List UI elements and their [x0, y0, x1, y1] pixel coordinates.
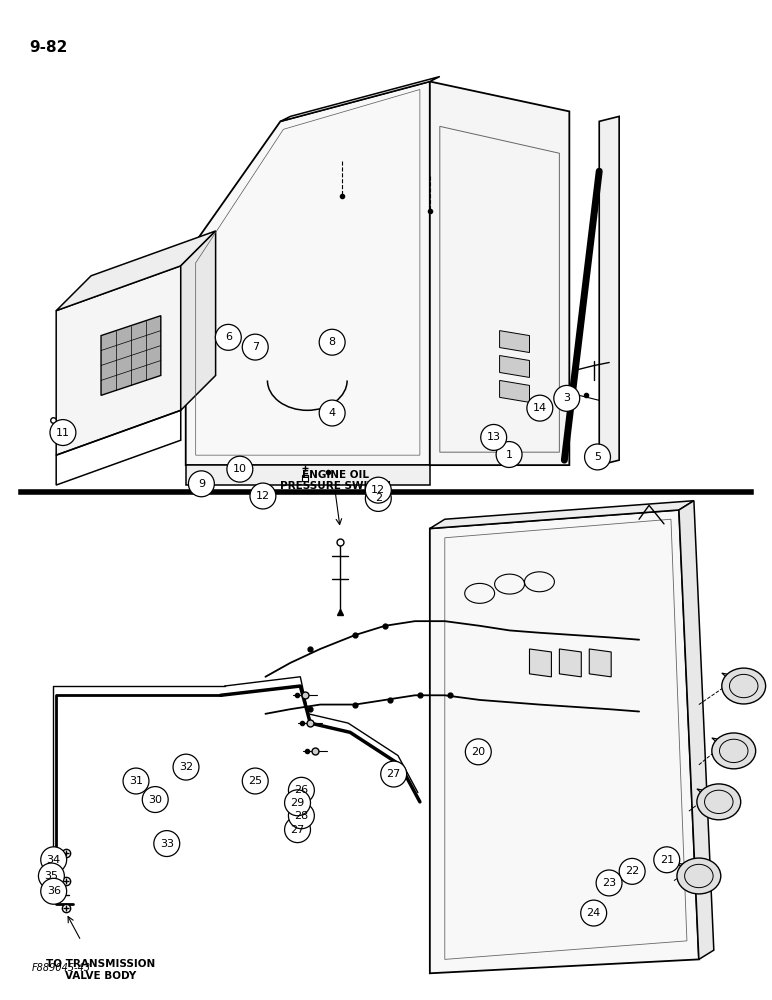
- Ellipse shape: [722, 668, 766, 704]
- Polygon shape: [499, 331, 530, 353]
- Circle shape: [123, 768, 149, 794]
- Circle shape: [227, 456, 252, 482]
- Circle shape: [554, 385, 580, 411]
- Text: 34: 34: [46, 855, 61, 865]
- Circle shape: [142, 787, 168, 812]
- Polygon shape: [186, 465, 430, 485]
- Circle shape: [50, 420, 76, 445]
- Text: 32: 32: [179, 762, 193, 772]
- Polygon shape: [181, 231, 215, 410]
- Text: 6: 6: [225, 332, 232, 342]
- Text: 25: 25: [248, 776, 262, 786]
- Polygon shape: [722, 673, 764, 688]
- Circle shape: [188, 471, 215, 497]
- Ellipse shape: [697, 784, 740, 820]
- Polygon shape: [430, 510, 699, 973]
- Text: 27: 27: [387, 769, 401, 779]
- Circle shape: [381, 761, 407, 787]
- Text: TO TRANSMISSION
VALVE BODY: TO TRANSMISSION VALVE BODY: [46, 959, 156, 981]
- Polygon shape: [56, 231, 215, 311]
- Text: 11: 11: [56, 428, 70, 438]
- Text: 9: 9: [198, 479, 205, 489]
- Text: 31: 31: [129, 776, 143, 786]
- Circle shape: [173, 754, 199, 780]
- Circle shape: [365, 477, 391, 503]
- Circle shape: [596, 870, 622, 896]
- Circle shape: [289, 777, 314, 803]
- Text: 13: 13: [486, 432, 501, 442]
- Polygon shape: [186, 82, 430, 465]
- Ellipse shape: [712, 733, 756, 769]
- Polygon shape: [430, 82, 569, 465]
- Polygon shape: [560, 649, 581, 677]
- Text: 9-82: 9-82: [29, 40, 68, 55]
- Text: 3: 3: [564, 393, 571, 403]
- Polygon shape: [56, 266, 181, 455]
- Text: 12: 12: [256, 491, 270, 501]
- Polygon shape: [430, 501, 694, 528]
- Text: F889045-43: F889045-43: [32, 963, 90, 973]
- Text: 10: 10: [233, 464, 247, 474]
- Text: 1: 1: [506, 450, 513, 460]
- Circle shape: [466, 739, 491, 765]
- Circle shape: [527, 395, 553, 421]
- Ellipse shape: [677, 858, 721, 894]
- Circle shape: [39, 863, 64, 889]
- Circle shape: [654, 847, 679, 873]
- Text: 20: 20: [471, 747, 486, 757]
- Circle shape: [581, 900, 607, 926]
- Text: 33: 33: [160, 839, 174, 849]
- Text: 36: 36: [46, 886, 61, 896]
- Circle shape: [319, 400, 345, 426]
- Circle shape: [242, 768, 268, 794]
- Text: 2: 2: [374, 493, 382, 503]
- Circle shape: [481, 424, 506, 450]
- Text: 12: 12: [371, 485, 385, 495]
- Text: 35: 35: [44, 871, 59, 881]
- Circle shape: [285, 817, 310, 843]
- Text: 30: 30: [148, 795, 162, 805]
- Circle shape: [285, 790, 310, 816]
- Circle shape: [242, 334, 268, 360]
- Circle shape: [619, 858, 645, 884]
- Polygon shape: [679, 501, 714, 959]
- Text: 14: 14: [533, 403, 547, 413]
- Polygon shape: [712, 738, 753, 753]
- Polygon shape: [101, 316, 161, 395]
- Text: ENGINE OIL
PRESSURE SWITCH: ENGINE OIL PRESSURE SWITCH: [279, 470, 391, 491]
- Circle shape: [365, 486, 391, 511]
- Circle shape: [215, 324, 242, 350]
- Text: 29: 29: [290, 798, 305, 808]
- Polygon shape: [589, 649, 611, 677]
- Polygon shape: [697, 789, 739, 804]
- Text: 8: 8: [329, 337, 336, 347]
- Circle shape: [319, 329, 345, 355]
- Polygon shape: [677, 863, 719, 878]
- Text: 4: 4: [329, 408, 336, 418]
- Circle shape: [289, 803, 314, 829]
- Text: 26: 26: [294, 785, 309, 795]
- Text: 24: 24: [587, 908, 601, 918]
- Text: 7: 7: [252, 342, 259, 352]
- Polygon shape: [599, 116, 619, 465]
- Text: 21: 21: [660, 855, 674, 865]
- Circle shape: [41, 878, 66, 904]
- Text: 23: 23: [602, 878, 616, 888]
- Polygon shape: [530, 649, 551, 677]
- Polygon shape: [280, 77, 440, 121]
- Text: 27: 27: [290, 825, 305, 835]
- Text: 28: 28: [294, 811, 309, 821]
- Text: 5: 5: [594, 452, 601, 462]
- Circle shape: [41, 847, 66, 873]
- Polygon shape: [499, 380, 530, 402]
- Text: 22: 22: [625, 866, 639, 876]
- Circle shape: [584, 444, 611, 470]
- Circle shape: [250, 483, 276, 509]
- Circle shape: [154, 831, 180, 857]
- Polygon shape: [499, 356, 530, 377]
- Circle shape: [496, 442, 522, 467]
